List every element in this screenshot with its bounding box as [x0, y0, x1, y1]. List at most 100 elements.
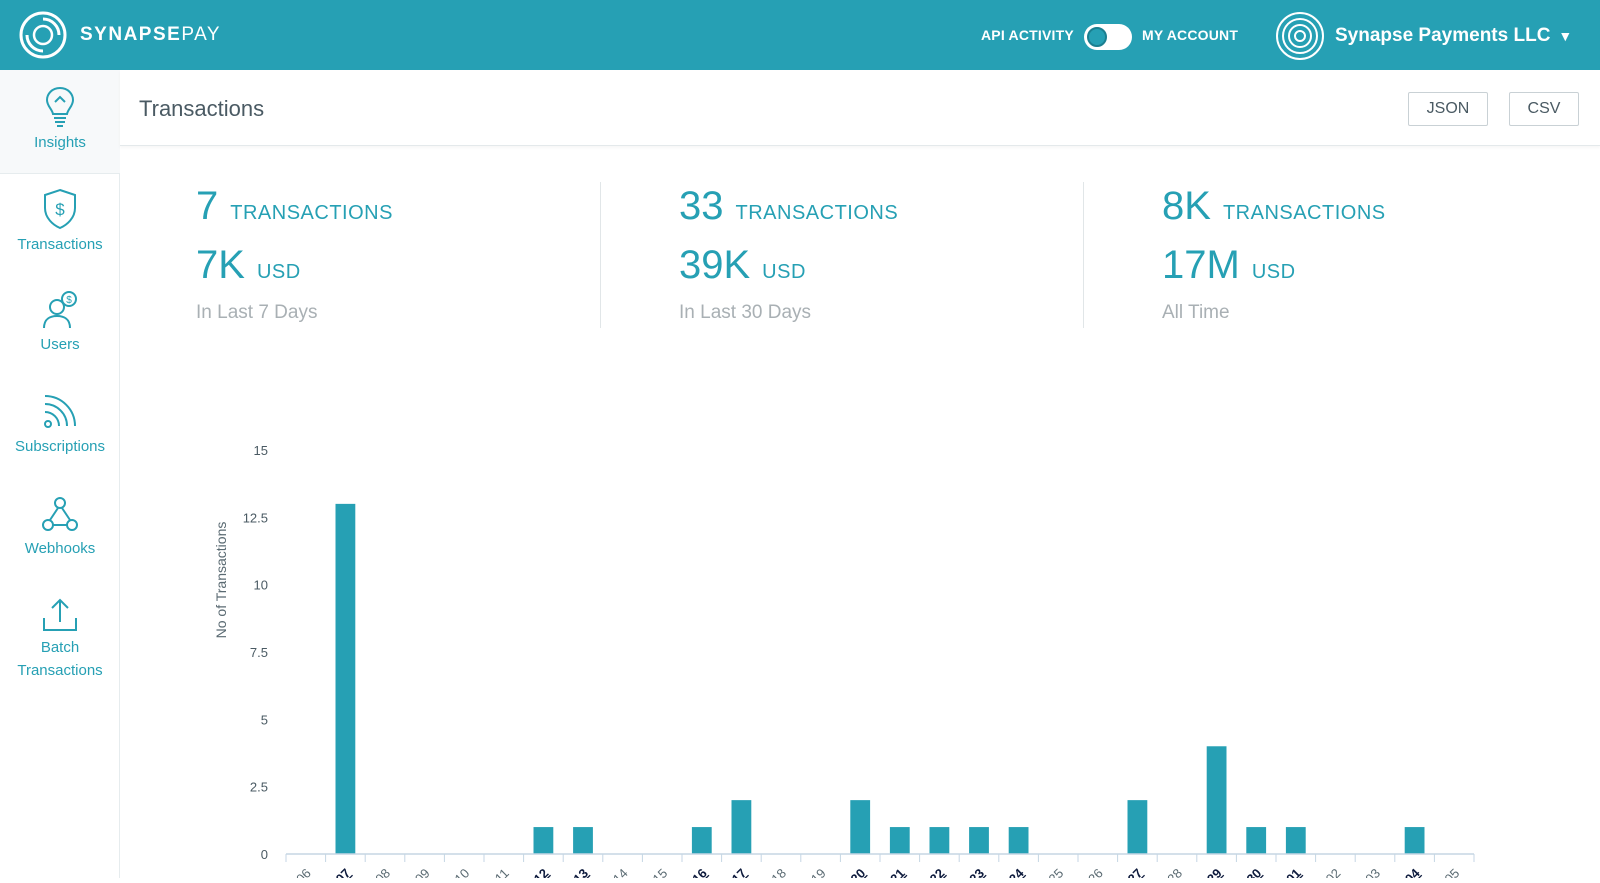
chart-bar[interactable]	[335, 503, 356, 854]
synapse-logo-icon	[19, 11, 67, 59]
x-tick-label[interactable]: Nov 16	[669, 866, 710, 883]
lightbulb-icon	[45, 86, 75, 127]
sidebar-item-label: Transactions	[17, 236, 103, 253]
chart-bar[interactable]	[1206, 746, 1227, 854]
sidebar-item-label: Insights	[34, 134, 86, 151]
x-axis: Nov 06Nov 07Nov 08Nov 09Nov 10Nov 11Nov …	[274, 853, 1475, 883]
y-axis-label: No of Transactions	[213, 522, 229, 639]
stat-amount-unit: USD	[256, 261, 301, 283]
x-tick-label[interactable]: Nov 30	[1224, 866, 1265, 883]
stat-amount: 7K	[196, 243, 245, 287]
x-tick-label[interactable]: Nov 21	[867, 866, 908, 883]
y-tick-label: 5	[261, 712, 268, 727]
chart-bar[interactable]	[1246, 827, 1267, 854]
export-csv-button[interactable]: CSV	[1509, 92, 1579, 126]
x-tick-label[interactable]: Nov 24	[986, 865, 1027, 883]
x-tick-label[interactable]: Dec 04	[1382, 865, 1423, 883]
stat-amount-unit: USD	[762, 261, 806, 283]
company-avatar-icon	[1276, 12, 1324, 60]
stat-count: 7	[196, 184, 219, 228]
stat-last-7-days: 7 TRANSACTIONS 7K USD In Last 7 Days	[196, 184, 393, 330]
stat-count-unit: TRANSACTIONS	[735, 202, 899, 224]
x-tick-label: Nov 18	[749, 866, 789, 878]
sidebar-item-transactions[interactable]: $ Transactions	[0, 188, 120, 253]
rss-icon	[44, 395, 76, 428]
stat-divider	[1083, 182, 1084, 328]
chart-bar[interactable]	[1404, 827, 1425, 854]
stat-divider	[600, 182, 601, 328]
y-axis: 0 2.5 5 7.5 10 12.5 15	[243, 443, 268, 862]
stat-count: 8K	[1162, 184, 1211, 228]
x-tick-label: Nov 09	[393, 866, 433, 878]
synapsepay-logo[interactable]: SYNAPSEPAY	[18, 10, 221, 60]
top-bar: SYNAPSEPAY API ACTIVITY MY ACCOUNT Synap…	[0, 0, 1600, 70]
stat-amount: 17M	[1162, 243, 1240, 287]
x-tick-label[interactable]: Nov 23	[946, 866, 987, 883]
chart-bar[interactable]	[929, 827, 950, 854]
stat-count: 33	[679, 184, 724, 228]
transactions-bar-chart: 0 2.5 5 7.5 10 12.5 15 Nov 06Nov 07Nov 08Nov 0…	[213, 443, 1475, 883]
stat-amount-unit: USD	[1251, 261, 1296, 283]
stat-all-time: 8K TRANSACTIONS 17M USD All Time	[1162, 184, 1386, 330]
chart-bar[interactable]	[969, 827, 989, 854]
y-tick-label: 2.5	[250, 780, 268, 795]
x-tick-label: Nov 26	[1066, 866, 1106, 878]
sidebar-item-insights[interactable]: Insights	[0, 70, 120, 174]
main-content: Transactions JSON CSV 7 TRANSACTIONS 7K US…	[120, 70, 1600, 883]
chart-bar[interactable]	[573, 827, 593, 854]
chart-bars	[335, 503, 1425, 854]
x-tick-label: Nov 11	[473, 866, 512, 878]
sidebar-item-batch-transactions[interactable]: Batch Transactions	[0, 596, 120, 682]
user-dollar-icon: $	[43, 291, 77, 329]
x-tick-label[interactable]: Nov 29	[1184, 866, 1225, 883]
api-account-toggle[interactable]	[1084, 24, 1132, 50]
company-name: Synapse Payments LLC	[1335, 25, 1551, 46]
chevron-down-icon: ▼	[1558, 28, 1573, 44]
stat-period: In Last 30 Days	[679, 302, 812, 323]
sidebar: Insights $ Transactions $ Users Subscrip…	[0, 70, 120, 878]
chart-bar[interactable]	[889, 827, 910, 854]
chart-bar[interactable]	[850, 800, 871, 854]
x-tick-label[interactable]: Dec 01	[1264, 866, 1304, 883]
x-tick-label: Nov 14	[591, 866, 631, 878]
chart-bar[interactable]	[533, 827, 554, 854]
sidebar-item-webhooks[interactable]: Webhooks	[0, 494, 120, 557]
chart-bar[interactable]	[1285, 827, 1306, 854]
x-tick-label[interactable]: Nov 20	[828, 866, 869, 883]
export-json-button[interactable]: JSON	[1408, 92, 1488, 126]
chart-bar[interactable]	[691, 827, 712, 854]
stat-period: In Last 7 Days	[196, 302, 318, 323]
svg-text:$: $	[55, 200, 65, 219]
sidebar-item-label: Users	[40, 336, 80, 353]
x-tick-label[interactable]: Nov 07	[313, 866, 354, 883]
sidebar-item-label: Webhooks	[24, 540, 96, 557]
logo-text: SYNAPSEPAY	[80, 24, 222, 45]
chart-bar[interactable]	[731, 800, 752, 854]
stat-amount: 39K	[679, 243, 751, 287]
x-tick-label[interactable]: Nov 12	[511, 866, 552, 883]
x-tick-label[interactable]: Nov 27	[1105, 866, 1146, 883]
webhook-icon	[42, 497, 78, 531]
x-tick-label: Dec 03	[1343, 866, 1383, 878]
toggle-knob	[1087, 27, 1107, 47]
x-tick-label[interactable]: Nov 13	[550, 866, 591, 883]
sidebar-item-label: Subscriptions	[14, 438, 106, 455]
chart-bar[interactable]	[1127, 800, 1148, 854]
sidebar-item-subscriptions[interactable]: Subscriptions	[0, 392, 120, 455]
x-tick-label: Nov 06	[274, 866, 314, 878]
x-tick-label[interactable]: Nov 22	[907, 866, 948, 883]
x-tick-label[interactable]: Nov 17	[709, 866, 750, 883]
stat-period: All Time	[1162, 302, 1230, 323]
stat-count-unit: TRANSACTIONS	[230, 202, 393, 224]
x-tick-label: Dec 05	[1423, 866, 1463, 878]
x-tick-label: Nov 25	[1027, 866, 1067, 878]
x-tick-label: Nov 19	[789, 866, 829, 878]
chart-bar[interactable]	[1008, 827, 1029, 854]
company-dropdown[interactable]: Synapse Payments LLC ▼	[1275, 11, 1572, 61]
y-tick-label: 15	[254, 443, 268, 458]
x-tick-label: Nov 15	[631, 866, 671, 878]
transactions-chart: 0 2.5 5 7.5 10 12.5 15 Nov 06Nov 07Nov 08Nov 0…	[120, 360, 1600, 883]
page-title: Transactions	[139, 96, 265, 121]
y-tick-label: 7.5	[250, 645, 268, 660]
sidebar-item-users[interactable]: $ Users	[0, 290, 120, 353]
